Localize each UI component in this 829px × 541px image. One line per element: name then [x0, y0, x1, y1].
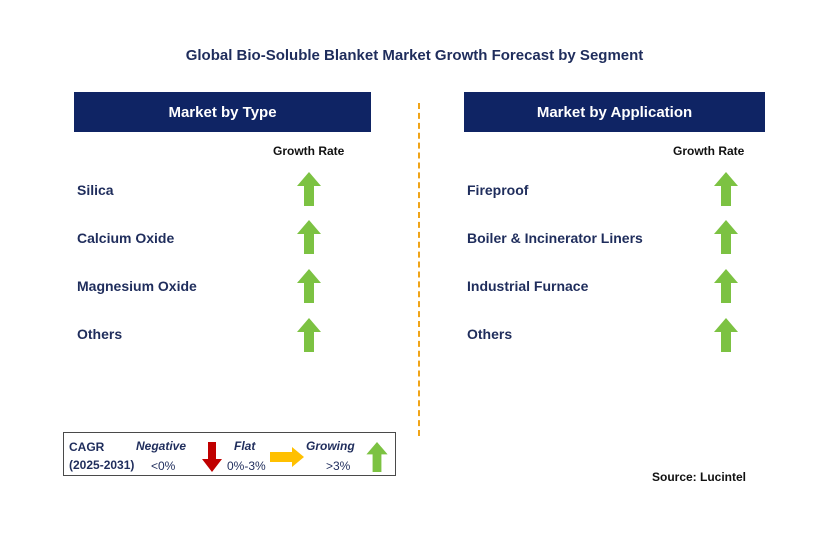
- down-arrow-icon: [202, 442, 222, 472]
- up-arrow-icon: [297, 172, 321, 206]
- application-item-label: Boiler & Incinerator Liners: [467, 230, 643, 246]
- application-item-label: Others: [467, 326, 513, 342]
- type-item-label: Others: [77, 326, 123, 342]
- legend-negative-range: <0%: [151, 459, 176, 473]
- type-growth-rate-label: Growth Rate: [273, 144, 345, 158]
- source-note: Source: Lucintel: [652, 470, 747, 484]
- cagr-legend: CAGR (2025-2031) Negative <0% Flat 0%-3%…: [63, 432, 396, 476]
- up-arrow-icon: [366, 442, 388, 472]
- application-growth-rate-label: Growth Rate: [673, 144, 745, 158]
- type-panel-header: Market by Type: [74, 92, 371, 132]
- page-title: Global Bio-Soluble Blanket Market Growth…: [185, 47, 644, 64]
- up-arrow-icon: [297, 318, 321, 352]
- application-item-label: Fireproof: [467, 182, 529, 198]
- up-arrow-icon: [714, 172, 738, 206]
- legend-growing-label: Growing: [306, 439, 355, 453]
- up-arrow-icon: [297, 220, 321, 254]
- legend-cagr-label: CAGR: [69, 440, 105, 454]
- type-item-label: Magnesium Oxide: [77, 278, 197, 294]
- up-arrow-icon: [297, 269, 321, 303]
- type-item-label: Silica: [77, 182, 114, 198]
- type-item-label: Calcium Oxide: [77, 230, 175, 246]
- right-arrow-icon: [270, 447, 304, 467]
- legend-flat-label: Flat: [234, 439, 256, 453]
- legend-flat-range: 0%-3%: [227, 459, 266, 473]
- up-arrow-icon: [714, 318, 738, 352]
- panel-divider: [418, 103, 420, 436]
- application-panel-header: Market by Application: [464, 92, 765, 132]
- application-item-label: Industrial Furnace: [467, 278, 589, 294]
- up-arrow-icon: [714, 269, 738, 303]
- legend-period: (2025-2031): [69, 458, 135, 472]
- legend-negative-label: Negative: [136, 439, 187, 453]
- legend-growing-range: >3%: [326, 459, 351, 473]
- up-arrow-icon: [714, 220, 738, 254]
